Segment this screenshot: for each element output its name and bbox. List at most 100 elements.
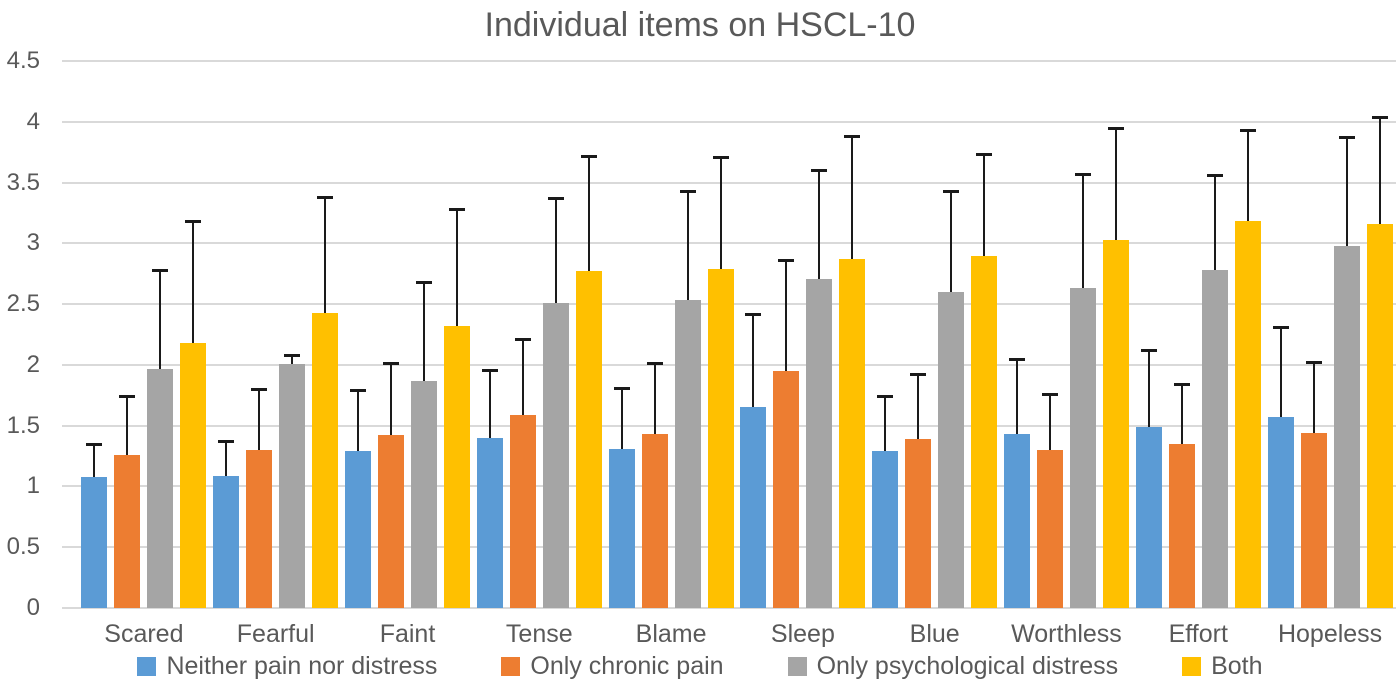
error-bar (1173, 383, 1191, 444)
error-bar-line (1048, 392, 1051, 450)
legend-item: Only psychological distress (787, 652, 1119, 681)
bar (213, 440, 240, 608)
error-bar-line (620, 386, 623, 449)
error-bar-line (917, 373, 920, 440)
gridline (62, 242, 1396, 245)
error-bar-line (1147, 349, 1150, 427)
error-bar (349, 389, 367, 452)
error-bar-line (818, 169, 821, 279)
bar (674, 189, 701, 608)
bar (1003, 357, 1030, 608)
error-bar-cap (1239, 129, 1256, 133)
gridline (62, 60, 1396, 62)
y-axis: 4.5 4 3.5 3 2.5 2 1.5 1 0.5 0 (0, 47, 48, 621)
error-bar (85, 442, 103, 477)
error-bar-line (587, 154, 590, 272)
bar (1168, 383, 1195, 608)
error-bar (613, 386, 631, 449)
error-bar-cap (745, 312, 762, 316)
error-bar-line (653, 362, 656, 435)
error-bar (1239, 129, 1257, 222)
bar-group-hopeless (1264, 61, 1396, 608)
bar (1234, 129, 1261, 608)
error-bar-cap (119, 395, 136, 399)
legend-swatch-icon (137, 657, 157, 676)
error-bar (118, 395, 136, 455)
error-bar-line (983, 153, 986, 256)
error-bar-cap (317, 195, 334, 199)
bar (114, 395, 141, 608)
error-bar-cap (580, 154, 597, 158)
error-bar (547, 197, 565, 303)
error-bar (1140, 349, 1158, 427)
legend-swatch-icon (1182, 657, 1202, 676)
chart-title: Individual items on HSCL-10 (484, 6, 916, 44)
x-axis: Scared Fearful Faint Tense Blame Sleep Blue Wor… (62, 620, 1396, 649)
y-tick-label: 1 (26, 472, 40, 500)
error-bar-line (1114, 126, 1117, 240)
legend-label: Both (1211, 652, 1263, 680)
bar (1102, 126, 1129, 608)
bar-group-worthless (1001, 61, 1133, 608)
bar (1333, 136, 1360, 608)
bar (509, 338, 536, 608)
error-bar-cap (844, 135, 861, 139)
legend-label: Only psychological distress (816, 652, 1119, 680)
y-tick-label: 2.5 (6, 290, 40, 318)
x-tick-label: Sleep (770, 620, 835, 648)
error-bar-line (126, 395, 129, 455)
error-bar (810, 169, 828, 279)
bar (806, 169, 833, 608)
bar (839, 135, 866, 608)
error-bar-line (1378, 115, 1381, 224)
bar (608, 386, 635, 608)
bar-group-fearful (210, 61, 342, 608)
error-bar-cap (86, 442, 103, 446)
y-tick-label: 3.5 (6, 168, 40, 196)
error-bar-cap (811, 169, 828, 173)
error-bar (217, 440, 235, 476)
bar (1201, 174, 1228, 608)
error-bar-cap (679, 189, 696, 193)
plot-area (62, 60, 1396, 609)
error-bar-cap (481, 368, 498, 372)
error-bar (382, 362, 400, 436)
legend-label: Neither pain nor distress (166, 652, 438, 680)
gridline (62, 607, 1396, 609)
error-bar-cap (1338, 136, 1355, 140)
error-bar-line (686, 189, 689, 301)
y-tick-label: 1.5 (6, 411, 40, 439)
error-bar (1272, 326, 1290, 418)
error-bar (1338, 136, 1356, 246)
error-bar-line (225, 440, 228, 476)
bar (905, 373, 932, 608)
y-tick-label: 0.5 (6, 533, 40, 561)
error-bar-line (356, 389, 359, 452)
error-bar-line (950, 189, 953, 292)
error-bar-cap (1305, 361, 1322, 365)
bar (872, 395, 899, 608)
error-bar (448, 208, 466, 326)
error-bar-cap (251, 388, 268, 391)
error-bar-cap (448, 208, 465, 212)
error-bar-line (1279, 326, 1282, 418)
error-bar (712, 155, 730, 269)
bar (476, 368, 503, 608)
error-bar-cap (1107, 126, 1124, 130)
legend-swatch-icon (787, 657, 807, 676)
bar-groups (62, 61, 1396, 608)
error-bar-line (422, 281, 425, 381)
y-tick-label: 0 (26, 594, 40, 621)
error-bar-cap (382, 362, 399, 366)
error-bar-cap (284, 353, 301, 357)
error-bar (1008, 357, 1026, 435)
error-bar (580, 154, 598, 272)
error-bar (415, 281, 433, 381)
bar (1135, 349, 1162, 608)
error-bar-cap (778, 259, 795, 263)
error-bar-cap (646, 362, 663, 366)
legend-item: Both (1182, 652, 1263, 681)
error-bar-line (554, 197, 557, 303)
error-bar-cap (1041, 392, 1058, 396)
bar-group-tense (473, 61, 605, 608)
